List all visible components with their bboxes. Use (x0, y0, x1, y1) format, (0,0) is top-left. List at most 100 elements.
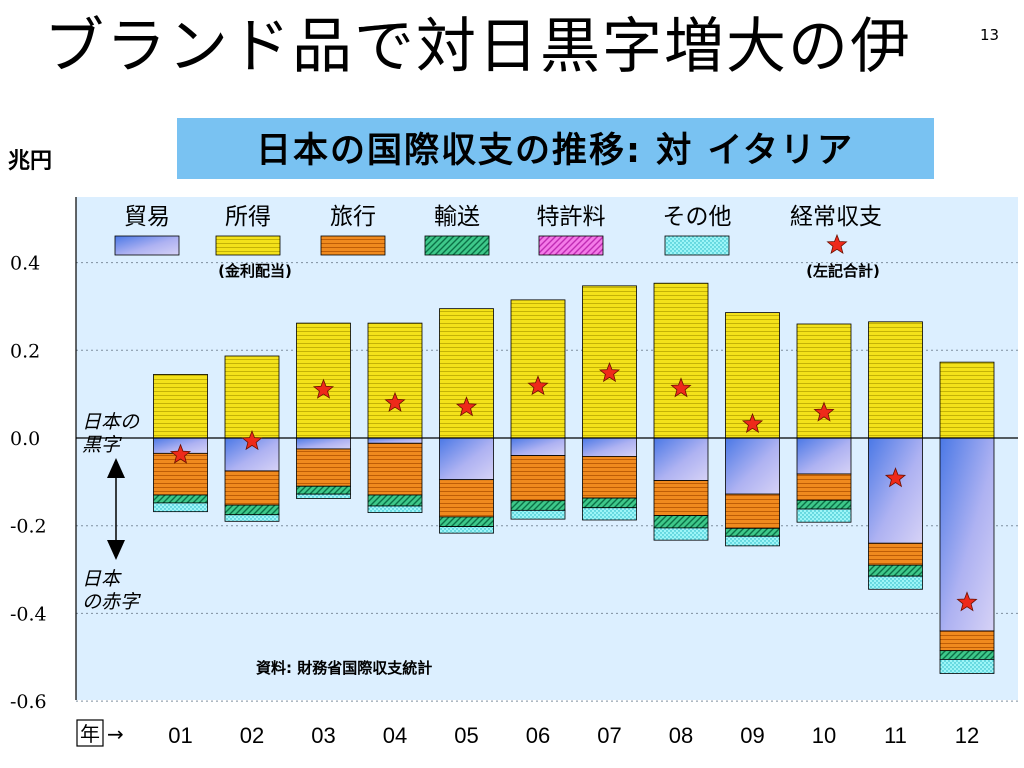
bar-income-01 (153, 374, 208, 439)
legend-swatch-travel (320, 235, 386, 256)
bar-other-11 (868, 575, 923, 590)
bar-other-08 (653, 527, 709, 541)
x-tick-label: 02 (240, 723, 264, 748)
bar-trade-08 (653, 437, 709, 481)
legend-star-icon (826, 233, 848, 254)
bars (153, 282, 995, 674)
year-box (76, 719, 104, 747)
x-tick-label: 10 (812, 723, 836, 748)
annotation-arrow-down-icon (107, 540, 125, 560)
legend-sublabel-current-account: (左記合計) (806, 262, 880, 280)
current-account-star-06 (527, 375, 549, 396)
bar-income-08 (653, 282, 709, 439)
bar-income-10 (796, 323, 852, 439)
bar-travel-11 (868, 542, 923, 566)
y-axis-label: 兆円 (8, 149, 52, 174)
legend-swatch-transport (424, 235, 490, 256)
source-note: 資料: 財務省国際収支統計 (256, 659, 432, 677)
bar-transport-10 (796, 499, 852, 510)
legend-label-transport: 輸送 (434, 204, 480, 230)
current-account-star-11 (884, 467, 907, 488)
bar-income-04 (367, 322, 423, 439)
bar-transport-09 (725, 527, 780, 537)
x-tick-label: 03 (311, 723, 335, 748)
bar-travel-07 (582, 456, 637, 499)
y-tick-label: -0.4 (10, 603, 47, 625)
current-account-star-03 (312, 378, 335, 399)
legend-swatch-patent (538, 235, 604, 256)
legend-label-trade: 貿易 (124, 204, 170, 230)
x-tick-labels: 01 02 03 04 05 06 07 08 09 10 11 12 (168, 723, 979, 748)
current-account-star-07 (598, 361, 621, 383)
legend-swatch-income (215, 235, 281, 256)
bar-trade-04 (367, 437, 423, 444)
y-tick-labels: -0.6 -0.4 -0.2 0.0 0.2 0.4 (10, 253, 47, 713)
current-account-star-02 (241, 429, 263, 451)
annotation-arrow-up-icon (107, 458, 125, 478)
bar-travel-06 (510, 455, 566, 502)
bar-transport-02 (224, 504, 280, 516)
bar-income-02 (224, 355, 280, 439)
x-tick-label: 09 (740, 723, 764, 748)
current-account-star-04 (384, 391, 406, 412)
bar-transport-07 (582, 497, 637, 509)
y-tick-label: -0.6 (10, 691, 47, 713)
bar-other-09 (725, 535, 780, 547)
legend: 貿易 所得 旅行 輸送 特許料 その他 (金利配当) 経常収支 (左記合計) (114, 204, 882, 280)
y-tick-label: 0.2 (10, 340, 40, 362)
bar-travel-12 (939, 630, 995, 652)
x-tick-label: 11 (884, 723, 907, 748)
legend-label-other: その他 (663, 204, 732, 230)
bar-other-06 (510, 509, 566, 520)
bar-trade-07 (582, 437, 637, 457)
legend-label-patent: 特許料 (537, 204, 606, 230)
bar-travel-02 (224, 470, 280, 506)
x-tick-label: 06 (526, 723, 550, 748)
bar-travel-03 (296, 448, 351, 487)
bar-transport-12 (939, 650, 995, 660)
x-tick-label: 01 (168, 723, 192, 748)
current-account-markers (169, 361, 978, 612)
bar-transport-05 (439, 516, 494, 527)
current-account-star-09 (741, 412, 764, 433)
x-tick-label: 05 (454, 723, 478, 748)
bar-transport-01 (153, 494, 208, 504)
current-account-star-08 (670, 377, 692, 398)
bar-other-01 (153, 502, 208, 513)
bar-income-07 (582, 285, 637, 439)
bar-trade-05 (439, 437, 494, 481)
legend-sublabel-income: (金利配当) (218, 262, 292, 280)
bar-income-05 (439, 308, 494, 439)
bar-other-03 (296, 493, 351, 499)
legend-label-travel: 旅行 (330, 204, 376, 230)
legend-swatch-trade (114, 235, 180, 256)
slide-title: ブランド品で対日黒字増大の伊 (44, 12, 912, 82)
year-label: 年 (80, 722, 100, 746)
bar-other-07 (582, 507, 637, 521)
bar-other-04 (367, 505, 423, 513)
bar-transport-08 (653, 515, 709, 529)
deficit-annotation-line1: 日本 (82, 568, 122, 590)
year-arrow: → (107, 722, 124, 746)
bar-transport-11 (868, 564, 923, 577)
bar-travel-09 (725, 493, 780, 529)
bar-trade-03 (296, 437, 351, 450)
bar-travel-05 (439, 479, 494, 518)
bar-other-12 (939, 659, 995, 674)
y-tick-label: 0.0 (10, 428, 40, 450)
bar-travel-10 (796, 473, 852, 501)
bar-other-05 (439, 526, 494, 534)
bar-travel-08 (653, 480, 709, 517)
x-tick-label: 08 (669, 723, 693, 748)
bar-other-10 (796, 508, 852, 523)
legend-swatch-other (664, 235, 730, 256)
legend-label-current-account: 経常収支 (790, 204, 882, 230)
x-tick-label: 07 (597, 723, 621, 748)
bar-trade-06 (510, 437, 566, 456)
chart-title: 日本の国際収支の推移: 対 イタリア (256, 131, 854, 171)
surplus-annotation-line2: 黒字 (82, 434, 122, 456)
current-account-star-12 (956, 591, 978, 612)
bar-trade-10 (796, 437, 852, 475)
bar-trade-09 (725, 437, 780, 495)
